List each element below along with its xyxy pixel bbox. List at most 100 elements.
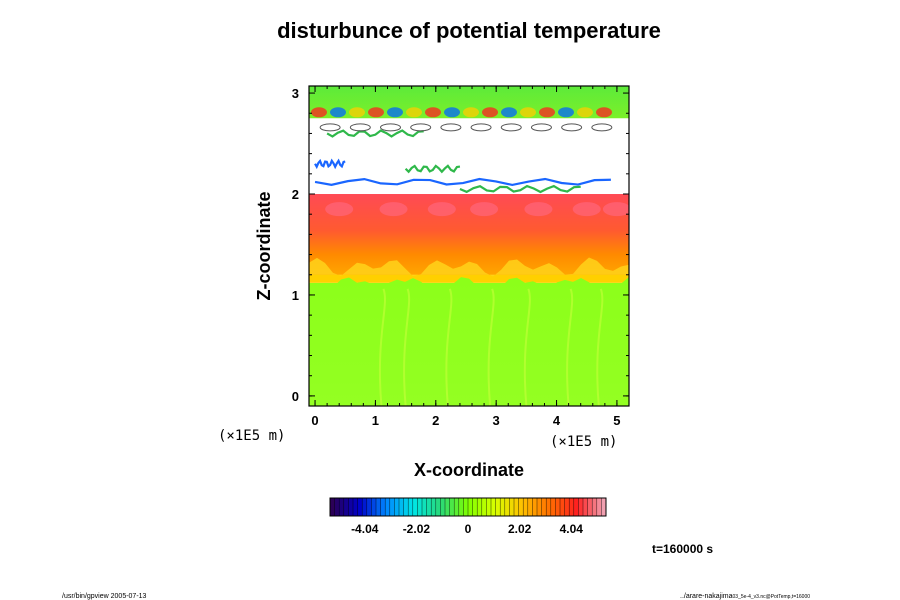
y-tick-label-0: 0 bbox=[292, 389, 299, 404]
colorbar-segment bbox=[380, 498, 386, 516]
colorbar-segment bbox=[357, 498, 363, 516]
colorbar-segment bbox=[468, 498, 474, 516]
warm-patch-0 bbox=[325, 202, 354, 217]
colorbar-segment bbox=[385, 498, 391, 516]
right-footnote-main: ../arare-nakajima bbox=[680, 593, 733, 600]
loop-7 bbox=[530, 123, 552, 132]
colorbar-segment bbox=[458, 498, 464, 516]
colorbar-segment bbox=[454, 498, 460, 516]
colorbar-segment bbox=[592, 498, 598, 516]
wave-crest-7 bbox=[444, 107, 460, 118]
colorbar-segment bbox=[348, 498, 354, 516]
y-axis-title: Z-coordinate bbox=[254, 191, 274, 300]
wave-crest-13 bbox=[558, 107, 574, 118]
colorbar-segment bbox=[334, 498, 340, 516]
loop-8 bbox=[561, 123, 583, 132]
colorbar-segment bbox=[481, 498, 487, 516]
right-footnote: ../arare-nakajima03_5e-4_v3.nc@PotTemp,t… bbox=[680, 593, 810, 600]
wave-crest-0 bbox=[311, 107, 327, 118]
x-tick-label-5: 5 bbox=[613, 413, 620, 428]
warm-patch-6 bbox=[602, 202, 629, 217]
loop-1 bbox=[349, 123, 371, 132]
plume-4 bbox=[523, 288, 531, 406]
colorbar bbox=[329, 497, 607, 517]
colorbar-segment bbox=[555, 498, 561, 516]
filament-4 bbox=[459, 184, 581, 194]
colorbar-segment bbox=[560, 498, 566, 516]
loop-3 bbox=[410, 123, 432, 132]
colorbar-segment bbox=[353, 498, 359, 516]
wave-crest-5 bbox=[406, 107, 422, 118]
colorbar-segment bbox=[491, 498, 497, 516]
colorbar-segment bbox=[504, 498, 510, 516]
plume-1 bbox=[403, 288, 411, 406]
colorbar-segment bbox=[394, 498, 400, 516]
colorbar-tick-label-3: 2.02 bbox=[508, 522, 532, 536]
plume-0 bbox=[378, 288, 386, 406]
colorbar-segment bbox=[417, 498, 423, 516]
colorbar-segment bbox=[422, 498, 428, 516]
colorbar-segment bbox=[596, 498, 602, 516]
colorbar-tick-label-1: -2.02 bbox=[403, 522, 431, 536]
wave-crest-10 bbox=[501, 107, 517, 118]
wave-crest-1 bbox=[330, 107, 346, 118]
filament-0 bbox=[326, 129, 424, 138]
colorbar-segment bbox=[343, 498, 349, 516]
plume-3 bbox=[487, 288, 495, 406]
y-tick-label-1: 1 bbox=[292, 288, 299, 303]
colorbar-segment bbox=[472, 498, 478, 516]
wave-crest-2 bbox=[349, 107, 365, 118]
colorbar-segment bbox=[399, 498, 405, 516]
colorbar-segment bbox=[541, 498, 547, 516]
colorbar-segment bbox=[376, 498, 382, 516]
plume-5 bbox=[566, 288, 574, 406]
colorbar-segment bbox=[477, 498, 483, 516]
warm-patch-2 bbox=[427, 202, 456, 217]
x-axis-title: X-coordinate bbox=[414, 460, 524, 480]
colorbar-segment bbox=[426, 498, 432, 516]
wave-crest-8 bbox=[463, 107, 479, 118]
colorbar-segment bbox=[518, 498, 524, 516]
heatmap-field bbox=[309, 86, 629, 406]
right-footnote-small: 03_5e-4_v3.nc@PotTemp,t=16000 bbox=[733, 594, 811, 600]
colorbar-tick-labels: -4.04 -2.02 0 2.02 4.04 bbox=[351, 522, 583, 536]
warm-patch-4 bbox=[524, 202, 553, 217]
loop-2 bbox=[380, 123, 402, 132]
colorbar-segment bbox=[537, 498, 543, 516]
colorbar-segment bbox=[449, 498, 455, 516]
colorbar-tick-label-4: 4.04 bbox=[560, 522, 584, 536]
plume-2 bbox=[445, 288, 453, 406]
wave-crest-6 bbox=[425, 107, 441, 118]
filament-2 bbox=[404, 164, 461, 174]
colorbar-segment bbox=[514, 498, 520, 516]
colorbar-segment bbox=[362, 498, 368, 516]
left-footnote: /usr/bin/gpview 2005-07-13 bbox=[62, 593, 147, 600]
filament-3 bbox=[314, 177, 611, 187]
loop-9 bbox=[591, 123, 613, 132]
colorbar-segment bbox=[463, 498, 469, 516]
colorbar-segment bbox=[578, 498, 584, 516]
wave-crest-3 bbox=[368, 107, 384, 118]
colorbar-segment bbox=[431, 498, 437, 516]
colorbar-tick-label-0: -4.04 bbox=[351, 522, 379, 536]
colorbar-segment bbox=[486, 498, 492, 516]
colorbar-segment bbox=[366, 498, 372, 516]
colorbar-segment bbox=[564, 498, 570, 516]
warm-patch-1 bbox=[379, 202, 408, 217]
x-tick-label-0: 0 bbox=[311, 413, 318, 428]
colorbar-segment bbox=[500, 498, 506, 516]
colorbar-segment bbox=[495, 498, 501, 516]
colorbar-segment bbox=[509, 498, 515, 516]
colorbar-frame bbox=[329, 497, 607, 517]
chart-title: disturbunce of potential temperature bbox=[277, 18, 661, 43]
x-tick-label-1: 1 bbox=[372, 413, 379, 428]
wave-crest-15 bbox=[596, 107, 612, 118]
colorbar-tick-label-2: 0 bbox=[465, 522, 472, 536]
loop-5 bbox=[470, 123, 492, 132]
x-axis-unit: (×1E5 m) bbox=[550, 434, 617, 450]
colorbar-segment bbox=[527, 498, 533, 516]
colorbar-segment bbox=[440, 498, 446, 516]
loop-0 bbox=[319, 123, 341, 132]
colorbar-segment bbox=[601, 498, 607, 516]
